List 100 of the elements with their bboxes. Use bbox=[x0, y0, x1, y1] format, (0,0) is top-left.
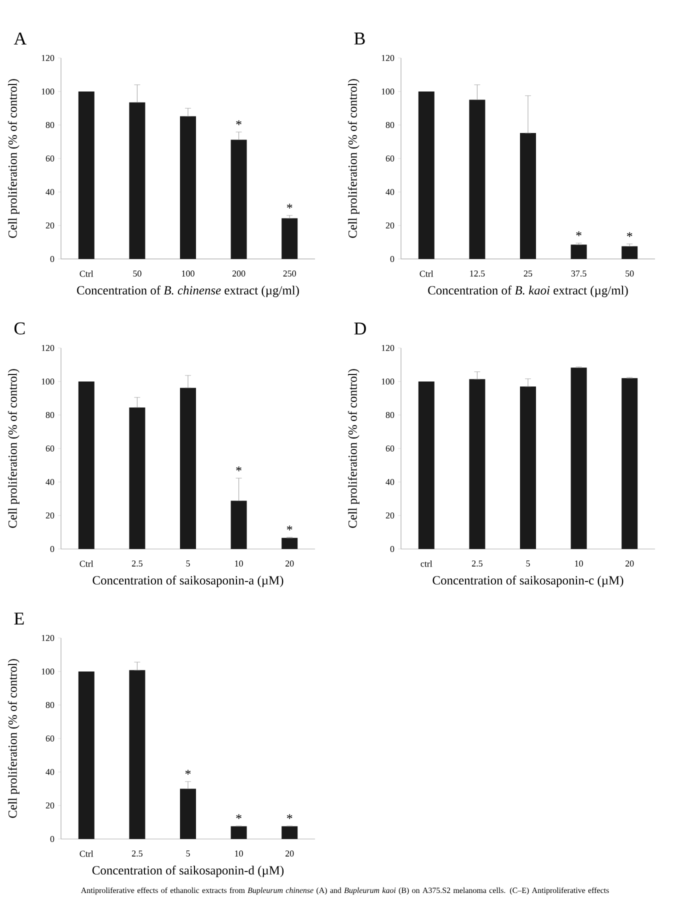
y-tick-label: 100 bbox=[382, 378, 394, 385]
y-tick-label: 20 bbox=[46, 512, 54, 519]
bar bbox=[622, 378, 638, 549]
y-tick-label: 120 bbox=[382, 54, 394, 62]
bar bbox=[418, 91, 434, 259]
y-tick-label: 120 bbox=[42, 634, 54, 642]
y-axis-title: Cell proliferation (% of control) bbox=[348, 79, 360, 238]
x-tick-label: 50 bbox=[626, 270, 634, 277]
y-tick-label: 80 bbox=[46, 702, 54, 708]
x-tick-label: 20 bbox=[626, 560, 634, 567]
bar bbox=[570, 244, 587, 259]
bar bbox=[469, 100, 486, 259]
annotation: * bbox=[286, 814, 292, 819]
x-tick-label: 100 bbox=[182, 270, 194, 277]
x-tick-label: Ctrl bbox=[80, 270, 94, 277]
bar bbox=[570, 368, 587, 549]
bar bbox=[129, 407, 146, 549]
y-tick-label: 60 bbox=[386, 445, 394, 452]
x-tick-label: 5 bbox=[526, 560, 530, 566]
y-tick-label: 100 bbox=[42, 378, 54, 385]
x-tick-label: Ctrl bbox=[80, 850, 94, 857]
bar bbox=[230, 140, 247, 259]
bar bbox=[622, 246, 638, 259]
bar bbox=[129, 102, 146, 259]
x-tick-label: 25 bbox=[524, 270, 532, 277]
bar bbox=[180, 788, 196, 839]
bar bbox=[520, 386, 536, 549]
y-tick-label: 20 bbox=[46, 222, 54, 229]
bar bbox=[282, 538, 298, 549]
x-tick-label: 10 bbox=[235, 850, 243, 857]
x-tick-label: 20 bbox=[286, 850, 294, 857]
bar bbox=[78, 381, 94, 549]
x-tick-label: 2.5 bbox=[132, 560, 142, 567]
y-tick-label: 60 bbox=[46, 735, 54, 742]
x-tick-label: 37.5 bbox=[571, 270, 586, 277]
chart-title: E bbox=[14, 612, 24, 624]
y-tick-label: 0 bbox=[50, 256, 54, 262]
y-tick-label: 0 bbox=[390, 256, 394, 262]
chart-title: A bbox=[14, 32, 27, 44]
y-tick-label: 0 bbox=[390, 546, 394, 552]
annotation: * bbox=[286, 526, 292, 530]
x-tick-label: 2.5 bbox=[132, 850, 142, 857]
y-axis-title: Cell proliferation (% of control) bbox=[8, 659, 20, 818]
x-axis-title: Concentration of B. kaoi extract (µg/ml) bbox=[428, 286, 628, 298]
y-tick-label: 20 bbox=[386, 222, 394, 229]
x-tick-label: 10 bbox=[235, 560, 243, 567]
y-tick-label: 40 bbox=[386, 188, 394, 196]
bar bbox=[180, 388, 196, 549]
bar bbox=[78, 91, 94, 259]
bar bbox=[180, 116, 196, 259]
x-tick-label: 250 bbox=[283, 270, 296, 277]
bar bbox=[78, 671, 94, 839]
y-tick-label: 120 bbox=[42, 344, 54, 352]
y-tick-label: 80 bbox=[46, 412, 54, 418]
y-axis-title: Cell proliferation (% of control) bbox=[348, 369, 360, 528]
bar bbox=[469, 379, 486, 549]
y-tick-label: 0 bbox=[50, 836, 54, 842]
y-tick-label: 60 bbox=[46, 445, 54, 452]
bar bbox=[418, 381, 434, 549]
x-tick-label: Ctrl bbox=[80, 560, 94, 567]
x-axis-title: Concentration of B. chinense extract (µg/ml) bbox=[77, 286, 299, 298]
bar bbox=[282, 218, 298, 259]
y-tick-label: 40 bbox=[46, 768, 54, 776]
annotation: * bbox=[236, 466, 242, 472]
y-tick-label: 20 bbox=[386, 512, 394, 519]
x-tick-label: 50 bbox=[133, 270, 142, 277]
annotation: * bbox=[185, 770, 191, 775]
y-tick-label: 80 bbox=[46, 122, 54, 128]
bar bbox=[520, 133, 536, 259]
chart-title: C bbox=[14, 322, 25, 334]
y-tick-label: 100 bbox=[382, 88, 394, 95]
x-tick-label: Ctrl bbox=[420, 270, 434, 277]
chart-title: D bbox=[354, 322, 366, 334]
y-tick-label: 20 bbox=[46, 802, 54, 809]
x-tick-label: 10 bbox=[575, 560, 583, 567]
y-tick-label: 80 bbox=[386, 412, 394, 418]
y-tick-label: 40 bbox=[46, 478, 54, 486]
x-tick-label: ctrl bbox=[420, 560, 432, 567]
y-tick-label: 100 bbox=[42, 88, 54, 95]
annotation: * bbox=[576, 231, 582, 236]
x-tick-label: 12.5 bbox=[470, 270, 485, 277]
x-tick-label: 20 bbox=[286, 560, 294, 567]
annotation: * bbox=[236, 120, 242, 126]
y-tick-label: 40 bbox=[46, 188, 54, 196]
y-tick-label: 100 bbox=[42, 668, 54, 675]
bar bbox=[230, 826, 247, 839]
annotation: * bbox=[286, 204, 292, 209]
x-tick-label: 5 bbox=[186, 560, 190, 566]
y-tick-label: 0 bbox=[50, 546, 54, 552]
chart-title: B bbox=[354, 32, 365, 44]
bar bbox=[129, 670, 146, 839]
y-tick-label: 120 bbox=[382, 344, 394, 352]
x-axis-title: Concentration of saikosaponin-d (µM) bbox=[92, 866, 284, 878]
y-tick-label: 60 bbox=[386, 155, 394, 162]
y-tick-label: 60 bbox=[46, 155, 54, 162]
y-tick-label: 40 bbox=[386, 478, 394, 486]
x-axis-title: Concentration of saikosaponin-a (µM) bbox=[92, 576, 284, 588]
y-axis-title: Cell proliferation (% of control) bbox=[8, 79, 20, 238]
y-axis-title: Cell proliferation (% of control) bbox=[8, 369, 20, 528]
bar bbox=[282, 826, 298, 839]
